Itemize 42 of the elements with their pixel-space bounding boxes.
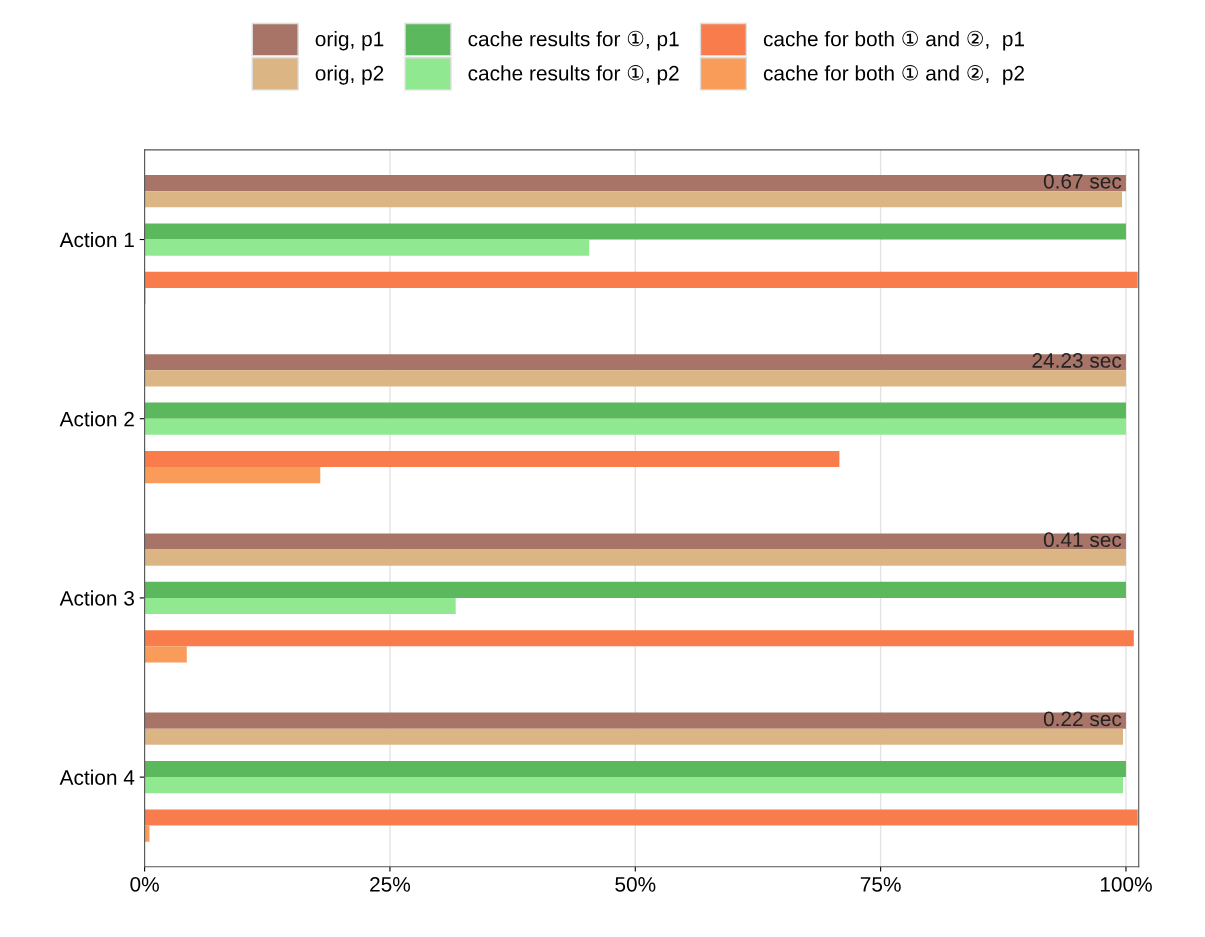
x-tick-label: 25% [370,877,411,892]
y-tick-label: Action 4 [59,769,135,785]
bar [144,646,187,663]
annotation: 0.22 sec [1043,711,1122,727]
bar [144,549,1126,566]
x-tick-label: 0% [130,877,159,892]
bar [144,223,1126,240]
bar [144,370,1126,387]
bar [144,728,1124,745]
legend-label: cache for both ① and ②, p1 [763,30,1025,51]
bar [144,581,1126,598]
annotation: 24.23 sec [1032,353,1122,368]
bar [144,712,1126,729]
bar [144,402,1126,419]
x-tick-label: 75% [860,877,901,892]
bar [144,271,1138,288]
y-tick-label: Action 2 [59,411,134,427]
bar [144,761,1126,778]
bar [144,809,1138,826]
legend-label: cache results for ①, p1 [468,30,679,51]
bar [144,825,150,842]
bar [144,630,1134,647]
bar [144,777,1124,794]
legend-label: orig, p2 [315,65,384,85]
bar [144,597,456,615]
bar [144,467,321,484]
bar [144,354,1126,371]
x-tick-label: 50% [615,877,656,892]
bar [144,175,1126,192]
legend-label: cache for both ① and ②, p2 [763,65,1024,85]
legend-label: orig, p1 [315,31,384,51]
annotation: 0.41 sec [1043,532,1122,548]
y-tick-label: Action 3 [59,590,134,606]
bar [144,418,1126,435]
y-tick-label: Action 1 [59,231,134,248]
bar [144,239,590,256]
bar [144,450,840,468]
bar [144,191,1123,208]
legend-label: cache results for ①, p2 [468,65,679,85]
x-tick-label: 100% [1100,877,1152,892]
bar [144,533,1126,550]
annotation: 0.67 sec [1043,173,1122,189]
